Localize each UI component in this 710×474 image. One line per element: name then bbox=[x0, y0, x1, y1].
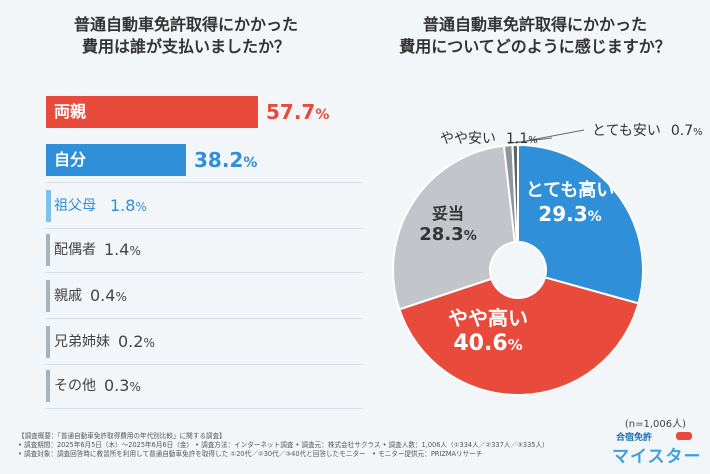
bar bbox=[46, 144, 186, 176]
bar-chart-title: 普通自動車免許取得にかかった 費用は誰が支払いましたか？ bbox=[14, 14, 358, 58]
bar-category-label: 祖父母 bbox=[54, 198, 96, 214]
bar bbox=[46, 370, 50, 402]
donut-chart bbox=[392, 129, 644, 396]
slice-name: やや安い bbox=[440, 131, 496, 147]
bar-value-label: 0.4% bbox=[90, 286, 127, 305]
donut-slice bbox=[398, 276, 640, 396]
bar bbox=[46, 326, 50, 358]
bar-chart-panel: 普通自動車免許取得にかかった 費用は誰が支払いましたか？ 両親 57.7% 自分 38… bbox=[14, 8, 362, 428]
slice-value: 0.7% bbox=[670, 123, 703, 139]
bar bbox=[46, 234, 50, 266]
bar bbox=[46, 96, 258, 128]
slice-label: やや高い 40.6% bbox=[438, 302, 538, 356]
sample-size-label: (n=1,006人) bbox=[624, 419, 686, 430]
brand-logo: 合宿免許 マイスター bbox=[608, 430, 701, 468]
bar-category-label: 兄弟姉妹 bbox=[54, 334, 110, 350]
bar-chart-title-line1: 普通自動車免許取得にかかった bbox=[73, 15, 298, 34]
footnote-line-1: 【調査概要：「普通自動車免許取得費用の年代別比較」に関する調査】 bbox=[18, 432, 226, 440]
row-divider bbox=[46, 318, 362, 319]
bar bbox=[46, 190, 51, 222]
slice-label: やや安い 1.1% bbox=[440, 128, 538, 148]
slice-value: 29.3% bbox=[538, 202, 602, 226]
row-divider bbox=[46, 228, 362, 229]
bar-value-label: 1.8% bbox=[110, 196, 147, 215]
slice-value: 40.6% bbox=[453, 331, 523, 356]
donut-slice bbox=[517, 143, 644, 305]
bar-value-label: 57.7% bbox=[266, 100, 330, 124]
logo-main-text: マイスター bbox=[612, 447, 702, 467]
slice-label: とても安い 0.7% bbox=[592, 120, 703, 140]
survey-footnote: 【調査概要：「普通自動車免許取得費用の年代別比較」に関する調査】 • 調査期間：… bbox=[18, 432, 578, 459]
row-divider bbox=[46, 408, 362, 409]
bar-category-label: その他 bbox=[54, 378, 96, 394]
donut-chart-title: 普通自動車免許取得にかかった 費用についてどのように感じますか？ bbox=[370, 14, 700, 58]
slice-value: 28.3% bbox=[419, 224, 477, 245]
bar bbox=[46, 280, 50, 312]
leader-line bbox=[515, 129, 585, 144]
slice-name: とても高い bbox=[525, 180, 615, 201]
car-icon bbox=[676, 432, 692, 440]
footnote-line-2: • 調査期間：2025年6月5日（木）〜2025年6月6日（金） • 調査方法：… bbox=[18, 441, 549, 449]
slice-value: 1.1% bbox=[506, 131, 538, 147]
row-divider bbox=[46, 364, 362, 365]
donut-chart-panel: 普通自動車免許取得にかかった 費用についてどのように感じますか？ とても高い 29… bbox=[370, 8, 703, 430]
logo-top-text: 合宿免許 bbox=[616, 433, 653, 443]
bar-category-label: 両親 bbox=[54, 102, 87, 121]
bar-category-label: 配偶者 bbox=[54, 242, 96, 258]
bar-value-label: 1.4% bbox=[104, 240, 141, 259]
slice-label: とても高い 29.3% bbox=[520, 176, 620, 226]
bar-value-label: 0.3% bbox=[104, 376, 141, 395]
bar-value-label: 38.2% bbox=[194, 148, 258, 172]
slice-name: とても安い bbox=[592, 123, 661, 139]
bar-value-label: 0.2% bbox=[118, 332, 155, 351]
slice-label: 妥当 28.3% bbox=[398, 200, 498, 245]
donut-chart-title-line2: 費用についてどのように感じますか？ bbox=[399, 37, 671, 56]
slice-name: 妥当 bbox=[431, 204, 464, 223]
donut-slice bbox=[511, 143, 519, 244]
row-divider bbox=[46, 272, 362, 273]
donut-slice bbox=[392, 144, 516, 311]
footnote-line-3: • 調査対象：調査回答時に教習所を利用して普通自動車免許を取得した ①20代／②… bbox=[18, 450, 483, 458]
bar-category-label: 親戚 bbox=[54, 288, 82, 304]
bar-chart-title-line2: 費用は誰が支払いましたか？ bbox=[81, 37, 290, 56]
slice-name: やや高い bbox=[448, 306, 528, 330]
row-divider bbox=[46, 182, 362, 183]
donut-chart-title-line1: 普通自動車免許取得にかかった bbox=[422, 15, 647, 34]
bar-category-label: 自分 bbox=[54, 150, 87, 169]
